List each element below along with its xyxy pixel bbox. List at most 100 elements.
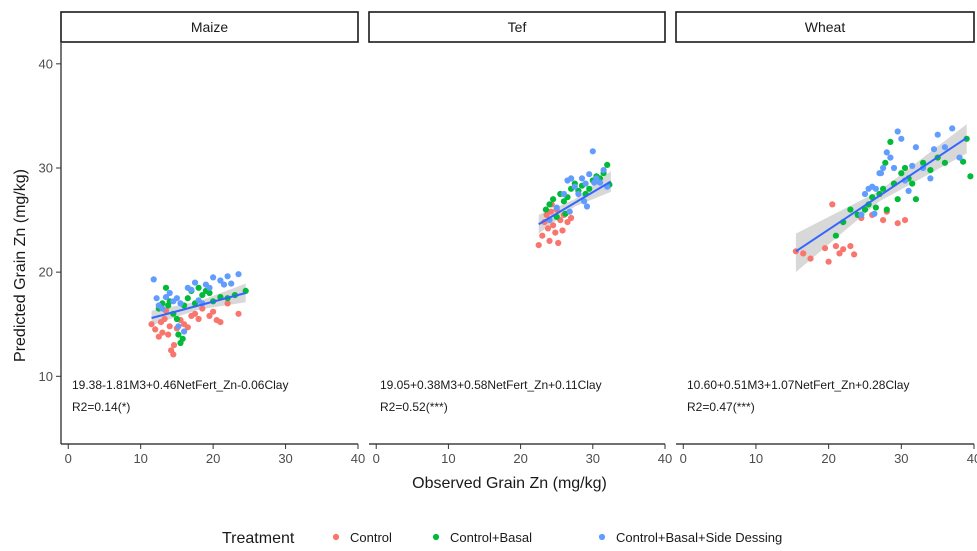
data-point (159, 305, 166, 312)
data-point (920, 159, 927, 166)
data-point (912, 196, 920, 203)
data-point (894, 220, 901, 227)
data-point (206, 284, 213, 291)
data-point (546, 237, 553, 244)
data-point (206, 312, 213, 319)
data-point (564, 219, 571, 226)
data-point (175, 323, 182, 330)
data-point (217, 277, 224, 284)
data-point (153, 295, 160, 302)
data-point (861, 190, 869, 198)
data-point (941, 159, 949, 166)
data-point (177, 300, 184, 307)
r2-annotation: R2=0.47(***) (687, 400, 755, 414)
data-point (832, 243, 840, 250)
data-point (591, 179, 598, 186)
data-point (544, 225, 552, 232)
regression-equation: 19.38-1.81M3+0.46NetFert_Zn-0.06Clay (72, 378, 288, 392)
data-point (934, 131, 941, 138)
data-point (181, 328, 188, 335)
data-point (858, 211, 865, 218)
data-point (872, 204, 880, 211)
data-point (836, 250, 843, 257)
data-point (170, 342, 178, 349)
data-point (161, 315, 168, 323)
data-point (173, 315, 180, 323)
data-point (898, 135, 905, 142)
facet-strip (675, 11, 975, 43)
x-tick-label: 40 (967, 451, 977, 466)
data-point (829, 201, 836, 208)
x-tick-label: 30 (278, 451, 292, 466)
data-point (825, 258, 832, 265)
data-point (890, 164, 898, 172)
data-point (224, 300, 231, 307)
data-point (235, 271, 242, 278)
data-point (861, 206, 869, 213)
x-tick-label: 10 (133, 451, 147, 466)
data-point (877, 170, 885, 177)
data-point (195, 284, 202, 291)
data-point (191, 310, 199, 317)
data-point (807, 255, 814, 262)
data-point (159, 329, 166, 336)
data-point (583, 203, 591, 210)
data-point (555, 239, 562, 247)
data-point (909, 180, 916, 187)
data-point (887, 138, 894, 145)
data-point (220, 281, 228, 288)
regression-line (795, 136, 968, 253)
data-point (539, 232, 546, 239)
regression-equation: 10.60+0.51M3+1.07NetFert_Zn+0.28Clay (687, 378, 909, 392)
data-point (927, 175, 934, 182)
facet-title: Tef (508, 19, 527, 35)
data-point (547, 208, 555, 215)
data-point (956, 154, 963, 161)
data-point (206, 289, 213, 297)
facet-title: Wheat (805, 19, 846, 35)
x-tick-label: 10 (749, 451, 763, 466)
y-tick-label: 30 (39, 160, 53, 175)
regression-line (151, 292, 246, 319)
data-point (840, 246, 847, 253)
data-point (586, 185, 593, 192)
x-tick-label: 20 (513, 451, 527, 466)
data-point (967, 173, 974, 180)
data-point (832, 232, 840, 239)
legend-entry: Control+Basal+Side Dessing (616, 530, 782, 545)
data-point (199, 305, 206, 312)
data-point (883, 206, 890, 213)
data-point (578, 175, 586, 182)
data-point (600, 167, 607, 174)
data-point (905, 187, 912, 194)
data-point (552, 229, 559, 236)
data-point (559, 227, 566, 234)
data-point (179, 335, 186, 342)
data-point (184, 324, 191, 331)
data-point (560, 190, 568, 198)
data-point (901, 217, 909, 224)
data-point (165, 331, 172, 338)
data-point (582, 180, 589, 187)
data-point (546, 201, 553, 208)
data-point (184, 295, 191, 302)
data-point (543, 211, 550, 218)
data-point (162, 294, 170, 301)
r2-annotation: R2=0.14(*) (72, 400, 130, 414)
data-point (568, 175, 575, 182)
x-tick-label: 40 (351, 451, 365, 466)
data-point (927, 167, 934, 174)
data-point (880, 217, 887, 224)
data-point (871, 210, 878, 217)
r2-annotation: R2=0.52(***) (380, 400, 448, 414)
x-tick-label: 40 (658, 451, 672, 466)
data-point (235, 310, 242, 317)
x-tick-label: 10 (441, 451, 455, 466)
data-point (150, 276, 157, 283)
data-point (894, 128, 901, 135)
data-point (568, 214, 575, 222)
data-point (883, 149, 890, 156)
regression-equation: 19.05+0.38M3+0.58NetFert_Zn+0.11Clay (380, 378, 602, 392)
x-tick-label: 0 (373, 451, 380, 466)
